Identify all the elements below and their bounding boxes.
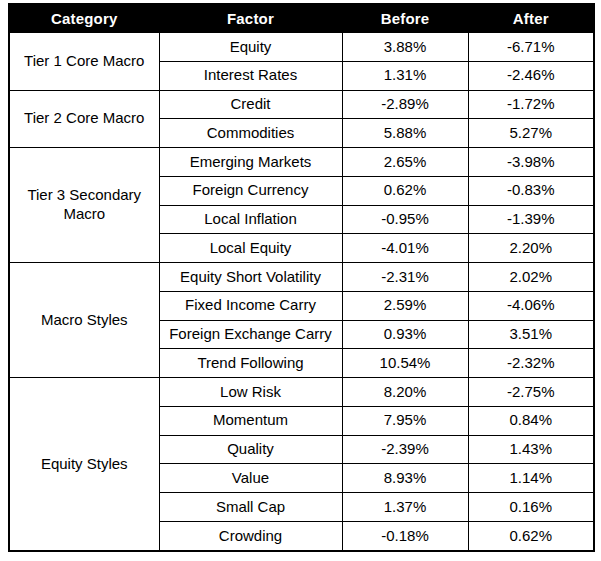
after-cell: 1.43% [468,435,594,464]
before-cell: -0.95% [342,205,468,234]
column-header-factor: Factor [159,4,342,33]
factor-performance-table: Category Factor Before After Tier 1 Core… [8,3,595,552]
factor-cell: Trend Following [159,349,342,378]
before-cell: 3.88% [342,33,468,62]
before-cell: 5.88% [342,119,468,148]
factor-cell: Momentum [159,406,342,435]
category-cell: Tier 2 Core Macro [9,90,159,148]
header-row: Category Factor Before After [9,4,594,33]
before-cell: -2.39% [342,435,468,464]
before-cell: 2.65% [342,148,468,177]
factor-cell: Low Risk [159,378,342,407]
factor-cell: Local Inflation [159,205,342,234]
after-cell: -2.46% [468,61,594,90]
before-cell: -2.89% [342,90,468,119]
after-cell: -2.75% [468,378,594,407]
after-cell: 0.84% [468,406,594,435]
table-row: Tier 3 Secondary MacroEmerging Markets2.… [9,148,594,177]
factor-cell: Commodities [159,119,342,148]
table-row: Macro StylesEquity Short Volatility-2.31… [9,263,594,292]
before-cell: 10.54% [342,349,468,378]
column-header-category: Category [9,4,159,33]
factor-cell: Quality [159,435,342,464]
factor-cell: Foreign Exchange Carry [159,320,342,349]
after-cell: -3.98% [468,148,594,177]
factor-cell: Credit [159,90,342,119]
before-cell: 0.62% [342,176,468,205]
factor-cell: Equity Short Volatility [159,263,342,292]
after-cell: 3.51% [468,320,594,349]
table-body: Tier 1 Core MacroEquity3.88%-6.71%Intere… [9,33,594,552]
before-cell: 1.37% [342,493,468,522]
column-header-before: Before [342,4,468,33]
before-cell: 8.93% [342,464,468,493]
factor-cell: Emerging Markets [159,148,342,177]
before-cell: -2.31% [342,263,468,292]
before-cell: 0.93% [342,320,468,349]
category-cell: Tier 3 Secondary Macro [9,148,159,263]
table-header: Category Factor Before After [9,4,594,33]
factor-cell: Interest Rates [159,61,342,90]
table-row: Tier 1 Core MacroEquity3.88%-6.71% [9,33,594,62]
after-cell: 0.62% [468,521,594,551]
after-cell: 2.02% [468,263,594,292]
factor-cell: Equity [159,33,342,62]
table-row: Equity StylesLow Risk8.20%-2.75% [9,378,594,407]
factor-cell: Crowding [159,521,342,551]
table-row: Tier 2 Core MacroCredit-2.89%-1.72% [9,90,594,119]
factor-cell: Fixed Income Carry [159,291,342,320]
before-cell: -4.01% [342,234,468,263]
before-cell: 7.95% [342,406,468,435]
factor-cell: Local Equity [159,234,342,263]
page: Category Factor Before After Tier 1 Core… [0,0,601,561]
category-cell: Equity Styles [9,378,159,552]
after-cell: -0.83% [468,176,594,205]
after-cell: -2.32% [468,349,594,378]
category-cell: Tier 1 Core Macro [9,33,159,91]
column-header-after: After [468,4,594,33]
after-cell: 2.20% [468,234,594,263]
after-cell: -4.06% [468,291,594,320]
after-cell: 1.14% [468,464,594,493]
factor-cell: Foreign Currency [159,176,342,205]
after-cell: -1.39% [468,205,594,234]
before-cell: 8.20% [342,378,468,407]
after-cell: -1.72% [468,90,594,119]
factor-cell: Value [159,464,342,493]
after-cell: 0.16% [468,493,594,522]
before-cell: -0.18% [342,521,468,551]
after-cell: 5.27% [468,119,594,148]
factor-cell: Small Cap [159,493,342,522]
before-cell: 2.59% [342,291,468,320]
category-cell: Macro Styles [9,263,159,378]
after-cell: -6.71% [468,33,594,62]
before-cell: 1.31% [342,61,468,90]
